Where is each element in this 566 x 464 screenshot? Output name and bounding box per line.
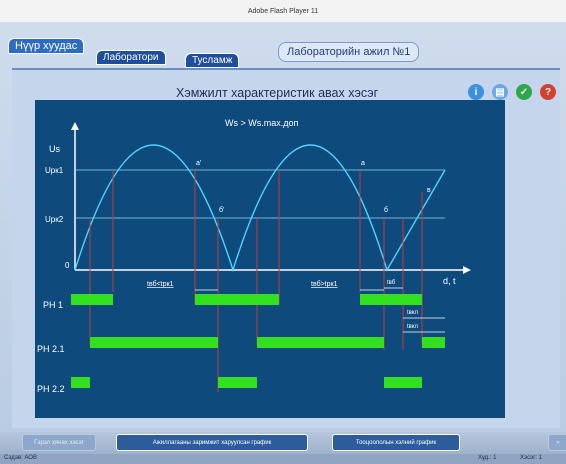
row-label-ph21: PH 2.1	[37, 344, 65, 354]
window-titlebar: Adobe Flash Player 11	[0, 0, 566, 23]
point-label-b1: б'	[219, 206, 224, 214]
status-topic: Сэдэв: АОВ	[4, 455, 37, 461]
level-label-2: Uрк2	[45, 215, 64, 224]
status-page: Худ.: 1	[478, 455, 497, 461]
point-label-a1: a'	[196, 160, 201, 167]
y-axis-arrow	[71, 122, 79, 130]
time-label-tbl1: tвкл	[407, 310, 419, 316]
level-label-1: Uрк1	[45, 166, 64, 175]
ph21-bar-3	[422, 337, 445, 348]
tab-help[interactable]: Тусламж	[185, 53, 240, 68]
marker-lines	[89, 170, 423, 392]
status-bar: Сэдэв: АОВ Худ.: 1 Хэсэг: 1	[0, 454, 566, 464]
signal-bars	[71, 294, 445, 388]
time-label-t1: tвб<tрк1	[147, 280, 174, 288]
point-label-v: в	[427, 187, 431, 194]
time-label-tvb: tвб	[387, 280, 396, 286]
time-label-tbl2: tвкл	[407, 324, 419, 330]
lab-title-button[interactable]: Лабораторийн ажил №1	[278, 42, 420, 62]
x-axis-arrow	[463, 266, 471, 274]
info-icon[interactable]: i	[468, 84, 484, 100]
ph22-bar-3	[384, 377, 422, 388]
prev-section-button[interactable]: Гэрэл хянах хэсэг	[22, 434, 96, 451]
zero-label: 0	[65, 261, 70, 270]
time-arrows	[195, 287, 445, 333]
graph1-button[interactable]: Ажиллагааны заримжит харуулсан график	[116, 434, 308, 451]
check-icon[interactable]: ✓	[516, 84, 532, 100]
ph1-bar-1	[71, 294, 113, 305]
ph22-bar-2	[218, 377, 257, 388]
tab-home[interactable]: Нүүр хуудас	[8, 38, 85, 54]
ph1-bar-3	[360, 294, 422, 305]
row-label-ph22: PH 2.2	[37, 384, 65, 394]
tab-lab[interactable]: Лаборатори	[96, 50, 166, 65]
next-button[interactable]: »	[548, 434, 566, 451]
chart-area: Us d, t 0 Ws > Ws.max.доп Uрк1 Uрк2 a' б…	[35, 100, 505, 418]
ph21-bar-2	[257, 337, 384, 348]
copy-icon[interactable]: ▤	[492, 84, 508, 100]
help-icon[interactable]: ?	[540, 84, 556, 100]
status-section: Хэсэг: 1	[520, 455, 543, 461]
point-label-b2: б	[384, 206, 388, 214]
graph2-button[interactable]: Тооцоололын хэлний график	[332, 434, 460, 451]
condition-label: Ws > Ws.max.доп	[225, 118, 299, 128]
time-label-t2: tвб>tрк1	[311, 280, 338, 288]
x-axis-label: d, t	[443, 276, 456, 286]
window-title: Adobe Flash Player 11	[247, 7, 319, 15]
characteristic-chart: Us d, t 0 Ws > Ws.max.доп Uрк1 Uрк2 a' б…	[37, 118, 471, 394]
point-label-a2: a	[361, 160, 365, 167]
page-title: Хэмжилт характеристик авах хэсэг	[176, 86, 379, 100]
ph1-bar-2	[195, 294, 279, 305]
ph22-bar-1	[71, 377, 90, 388]
ph21-bar-1	[90, 337, 218, 348]
rectified-curve	[74, 144, 446, 273]
row-label-ph1: PH 1	[43, 300, 63, 310]
y-axis-label: Us	[49, 144, 60, 154]
